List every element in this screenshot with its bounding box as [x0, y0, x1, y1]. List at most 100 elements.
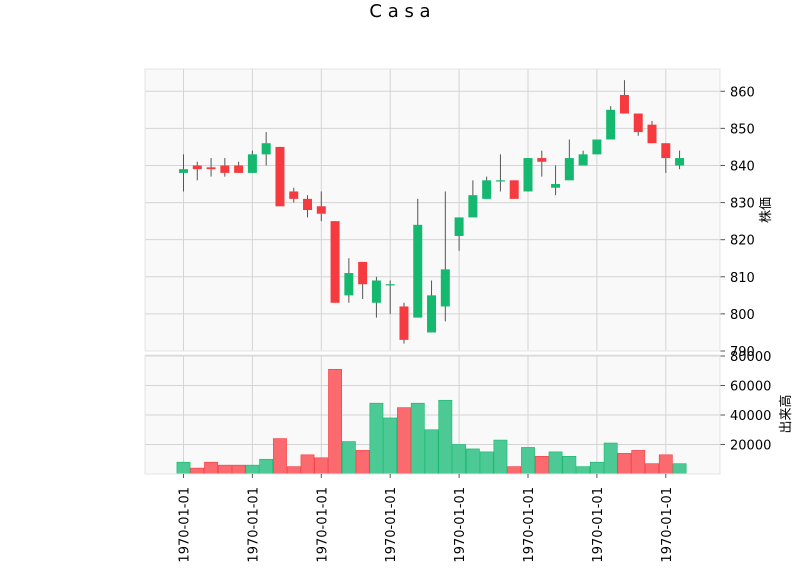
volume-bar-6: [259, 458, 274, 475]
candle-body-2: [206, 167, 216, 170]
volume-bar-25: [521, 447, 535, 475]
candle-body-15: [385, 284, 395, 286]
candle-body-8: [289, 191, 299, 199]
x-tick-label-3: 1970-01-01: [384, 487, 399, 563]
volume-bar-16: [397, 407, 411, 475]
volume-bar-31: [603, 442, 618, 475]
volume-bar-26: [534, 455, 549, 475]
volume-panel-border: [144, 354, 721, 475]
candle-body-30: [592, 139, 602, 155]
volume-bar-20: [452, 444, 466, 475]
volume-bar-21: [465, 448, 480, 475]
candle-body-26: [537, 158, 547, 162]
candle-body-22: [482, 180, 492, 199]
candle-body-18: [427, 295, 437, 333]
candle-body-19: [440, 269, 450, 307]
volume-tick-label-3: 80000: [730, 350, 771, 365]
volume-bar-36: [672, 463, 687, 475]
candle-body-4: [234, 165, 244, 173]
candle-body-14: [371, 280, 381, 303]
volume-bar-12: [341, 441, 356, 475]
candle-body-3: [220, 165, 230, 173]
volume-bar-3: [217, 464, 232, 475]
candle-body-27: [551, 184, 561, 188]
volume-tick-label-2: 60000: [730, 380, 771, 395]
volume-bar-30: [589, 461, 604, 475]
volume-bar-27: [548, 451, 563, 475]
volume-bar-7: [273, 438, 287, 475]
x-tick-label-4: 1970-01-01: [453, 487, 468, 563]
candle-body-7: [275, 146, 285, 207]
volume-bar-23: [493, 439, 508, 475]
price-tick-label-6: 850: [730, 122, 755, 137]
price-tick-label-0: 790: [730, 345, 755, 360]
volume-bar-0: [176, 461, 191, 475]
volume-bar-32: [617, 453, 632, 475]
volume-axis-label: 出来高: [778, 394, 794, 433]
candle-body-23: [495, 180, 505, 182]
candle-body-32: [619, 94, 629, 114]
volume-bar-11: [328, 368, 342, 475]
x-tick-label-0: 1970-01-01: [178, 487, 193, 563]
candle-body-29: [578, 154, 588, 166]
volume-bar-5: [245, 464, 260, 475]
candle-body-1: [192, 165, 202, 170]
volume-bar-17: [410, 402, 425, 475]
price-axis-label: 株価: [759, 197, 774, 223]
price-tick-label-3: 820: [730, 234, 755, 249]
candle-body-10: [316, 206, 326, 214]
price-tick-label-5: 840: [730, 159, 755, 174]
price-tick-label-7: 860: [730, 85, 755, 100]
volume-bar-35: [658, 454, 673, 475]
chart-title: C a s a: [369, 1, 430, 22]
volume-bar-22: [479, 451, 494, 475]
volume-bar-8: [286, 466, 301, 475]
candle-body-9: [303, 198, 313, 210]
candle-body-0: [179, 169, 188, 173]
x-tick-label-6: 1970-01-01: [591, 487, 606, 563]
volume-bar-19: [438, 399, 453, 475]
volume-tick-label-0: 20000: [730, 439, 771, 454]
x-tick-label-5: 1970-01-01: [522, 487, 537, 563]
candle-body-36: [675, 158, 685, 166]
price-tick-label-4: 830: [730, 197, 755, 212]
candle-body-24: [509, 180, 519, 199]
volume-bar-10: [314, 457, 329, 475]
volume-bar-13: [355, 450, 370, 475]
volume-bar-33: [631, 450, 646, 475]
volume-bar-28: [562, 455, 577, 475]
volume-bar-9: [300, 454, 315, 475]
volume-bar-15: [383, 417, 398, 475]
volume-bar-4: [231, 464, 246, 475]
candle-body-12: [344, 273, 354, 296]
volume-bar-1: [190, 467, 205, 475]
candle-body-13: [358, 261, 368, 285]
price-tick-label-2: 810: [730, 271, 755, 286]
x-tick-label-2: 1970-01-01: [315, 487, 330, 563]
candle-body-21: [468, 195, 478, 218]
candle-body-16: [399, 306, 409, 340]
candle-body-35: [661, 143, 671, 159]
volume-bar-34: [645, 463, 659, 475]
candle-body-25: [523, 158, 533, 192]
volume-bar-29: [576, 466, 591, 475]
candle-body-11: [330, 221, 340, 303]
price-tick-label-1: 800: [730, 308, 755, 323]
volume-tick-label-1: 40000: [730, 409, 771, 424]
candle-body-34: [647, 124, 657, 144]
price-panel-border: [144, 68, 721, 352]
volume-bar-14: [369, 402, 384, 475]
candle-body-20: [454, 217, 464, 236]
volume-bar-18: [424, 429, 439, 475]
candle-body-17: [413, 224, 423, 318]
volume-bar-2: [204, 461, 218, 475]
candle-body-28: [564, 158, 574, 181]
volume-bar-24: [507, 466, 522, 475]
candle-body-33: [633, 113, 643, 133]
candle-body-6: [261, 143, 271, 155]
candle-body-5: [247, 154, 257, 173]
candle-body-31: [606, 109, 616, 140]
x-tick-label-7: 1970-01-01: [660, 487, 675, 563]
